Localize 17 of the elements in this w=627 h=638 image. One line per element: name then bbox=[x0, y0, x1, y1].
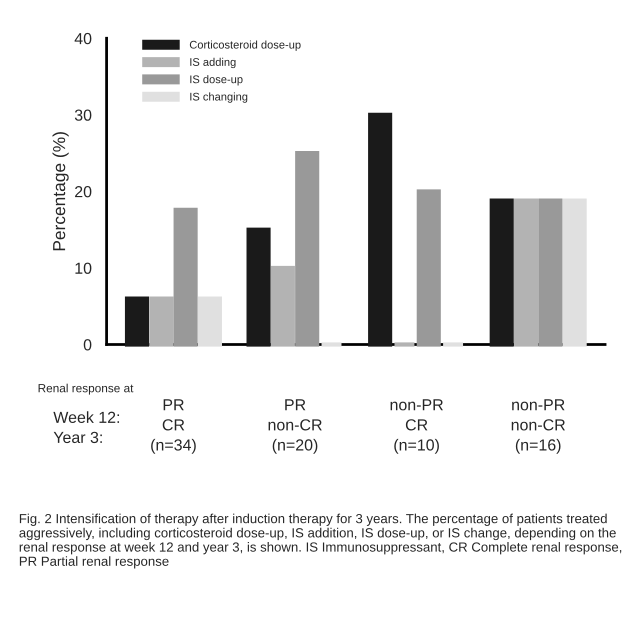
y-tick-label: 0 bbox=[84, 339, 92, 350]
caption: Fig. 2 Intensification of therapy after induction therapy for 3 years. The percentage of patients treated aggressively, including corticosteroid dose-up, IS addition, IS dose-up, or IS change, depending on the renal response at week 12 and year 3, is shown. IS Immunosuppressant, CR Complete renal response, PR Partial renal response bbox=[19, 514, 622, 569]
x-tick-label: non-PR non-CR (n=16) bbox=[512, 399, 565, 454]
legend-label: Corticosteroid dose-up bbox=[190, 40, 301, 51]
text: Renal response at bbox=[38, 384, 134, 395]
x-tick-label: PR non-CR (n=20) bbox=[268, 399, 322, 454]
y-axis-title: Percentage (%) bbox=[52, 132, 69, 250]
legend-label: IS dose-up bbox=[190, 75, 243, 86]
x-tick-label: PR CR (n=34) bbox=[151, 399, 196, 454]
y-tick-label: 30 bbox=[74, 109, 92, 121]
legend-label: IS changing bbox=[190, 92, 248, 103]
y-tick-label: 20 bbox=[75, 186, 92, 198]
text: Week 12: Year 3: bbox=[53, 411, 120, 444]
y-tick-label: 40 bbox=[74, 32, 92, 44]
legend-label: IS adding bbox=[190, 58, 236, 68]
x-tick-label: non-PR CR (n=10) bbox=[390, 399, 443, 454]
y-tick-label: 10 bbox=[75, 262, 92, 274]
